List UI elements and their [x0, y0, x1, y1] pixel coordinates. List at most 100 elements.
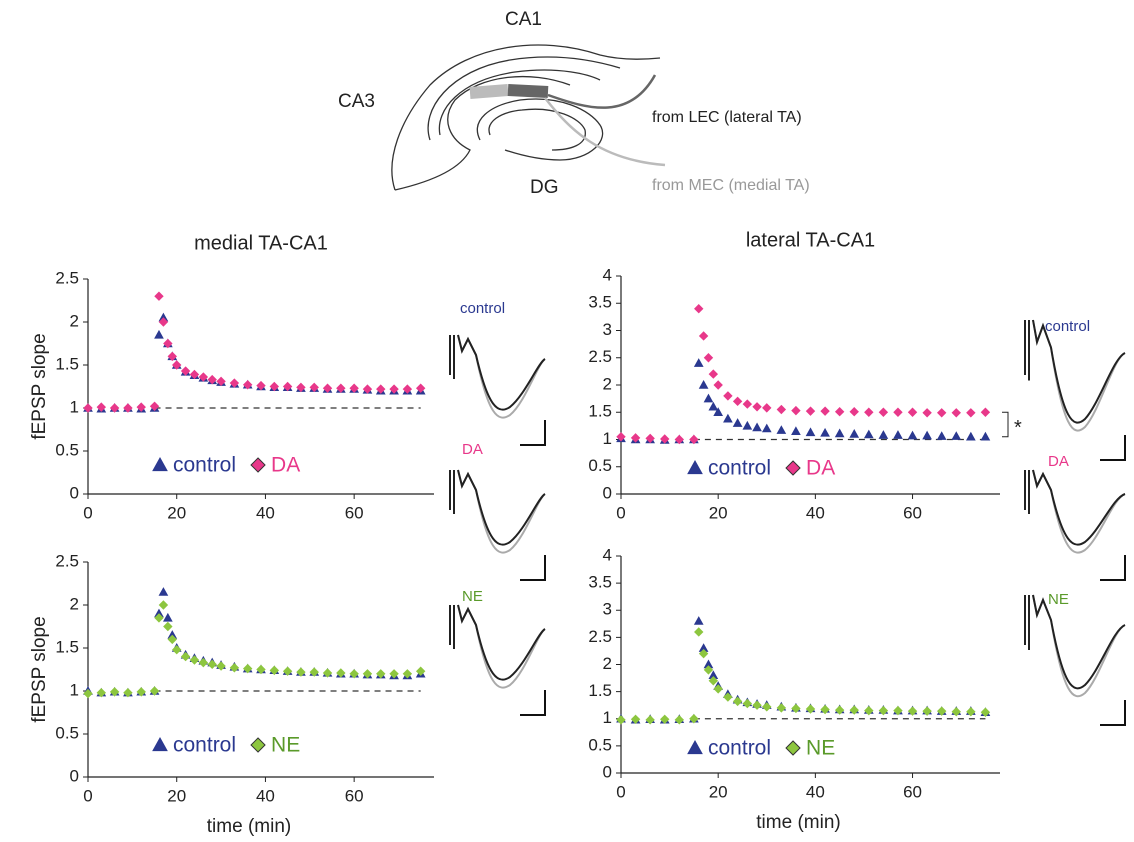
diamond-marker: [163, 621, 173, 632]
triangle-marker: [791, 426, 801, 436]
triangle-marker: [922, 430, 932, 440]
y-tick-label: 2.5: [588, 627, 612, 646]
diamond-marker: [951, 408, 961, 418]
diamond-marker: [189, 655, 200, 665]
y-tick-label: 2: [70, 311, 79, 330]
diamond-marker: [216, 661, 226, 671]
diamond-marker: [698, 648, 709, 659]
y-tick-label: 0: [603, 483, 612, 502]
diamond-marker: [189, 369, 200, 380]
trace-label: control: [1045, 318, 1090, 335]
diamond-marker: [415, 666, 426, 676]
diamond-marker: [849, 406, 859, 417]
diamond-marker: [362, 384, 373, 394]
trace: [449, 469, 546, 546]
triangle-marker: [723, 413, 733, 423]
triangle-marker: [158, 587, 169, 596]
triangle-marker: [965, 431, 976, 441]
triangle-marker: [907, 430, 918, 440]
triangle-marker: [936, 431, 947, 440]
scale-bar: [520, 555, 546, 581]
diamond-marker: [136, 402, 146, 412]
x-axis-label: time (min): [207, 816, 291, 837]
trace: [1024, 594, 1126, 690]
diamond-marker: [109, 687, 120, 697]
x-tick-label: 40: [806, 782, 825, 801]
medial-ta-zone: [469, 84, 509, 99]
diamond-marker: [180, 651, 191, 662]
diamond-marker: [752, 402, 762, 412]
diamond-marker: [158, 317, 169, 327]
diamond-marker: [980, 707, 991, 717]
diamond-marker: [732, 396, 743, 407]
mec-pathway: [544, 97, 666, 167]
legend-label: DA: [271, 454, 300, 477]
diamond-marker: [389, 669, 399, 679]
diamond-marker: [109, 403, 120, 413]
diamond-marker: [167, 351, 177, 362]
diamond-marker: [322, 383, 333, 393]
diamond-marker: [309, 667, 319, 677]
y-tick-label: 3.5: [588, 293, 612, 312]
diamond-marker: [402, 384, 413, 394]
x-tick-label: 40: [256, 786, 275, 805]
y-tick-label: 1.5: [55, 637, 79, 656]
y-tick-label: 4: [603, 545, 612, 564]
diamond-marker: [703, 665, 714, 675]
y-tick-label: 1: [603, 429, 612, 448]
scale-bar: [1100, 700, 1126, 726]
hippocampus-diagram: [391, 44, 661, 191]
x-tick-label: 20: [709, 503, 728, 522]
y-tick-label: 2.5: [588, 347, 612, 366]
diamond-marker: [242, 663, 253, 674]
y-tick-label: 3: [603, 320, 612, 339]
x-tick-label: 60: [903, 782, 922, 801]
diamond-marker: [694, 303, 704, 314]
diamond-marker: [282, 666, 293, 676]
diamond-marker: [83, 688, 93, 699]
legend-label: control: [173, 454, 236, 477]
y-tick-label: 2: [603, 654, 612, 673]
diamond-marker: [698, 331, 709, 341]
diamond-marker: [864, 407, 874, 417]
diamond-marker: [309, 382, 319, 393]
triangle-marker: [708, 401, 719, 411]
scale-bar: [520, 690, 546, 716]
diamond-marker: [785, 740, 801, 756]
diamond-marker: [154, 291, 164, 301]
y-tick-label: 1: [70, 680, 79, 699]
diamond-marker: [966, 408, 976, 418]
diamond-marker: [849, 705, 859, 715]
triangle-marker: [152, 456, 168, 472]
diamond-marker: [376, 669, 386, 679]
diamond-marker: [296, 382, 306, 393]
y-tick-label: 0: [70, 766, 79, 785]
diamond-marker: [708, 369, 719, 379]
diamond-marker: [660, 434, 670, 444]
x-tick-label: 60: [345, 503, 364, 522]
diamond-marker: [216, 376, 226, 387]
legend-label: control: [708, 737, 771, 760]
x-tick-label: 20: [167, 786, 186, 805]
diamond-marker: [742, 399, 753, 409]
diamond-marker: [645, 433, 655, 444]
triangle-marker: [752, 422, 762, 432]
diamond-marker: [834, 705, 845, 715]
diagram-label: CA1: [505, 9, 542, 30]
diamond-marker: [616, 715, 626, 725]
diamond-marker: [805, 704, 816, 714]
triangle-marker: [152, 736, 168, 752]
diamond-marker: [694, 627, 704, 637]
diagram-label: from MEC (medial TA): [652, 177, 810, 194]
diagram-label: from LEC (lateral TA): [652, 109, 802, 126]
lateral-ta-zone: [507, 84, 549, 98]
triangle-marker: [849, 429, 860, 438]
y-tick-label: 2.5: [55, 268, 79, 287]
triangle-marker: [742, 420, 753, 430]
diamond-marker: [878, 705, 889, 716]
diamond-marker: [250, 737, 266, 753]
diamond-marker: [922, 706, 932, 716]
triangle-marker: [893, 430, 903, 439]
diamond-marker: [893, 407, 903, 417]
